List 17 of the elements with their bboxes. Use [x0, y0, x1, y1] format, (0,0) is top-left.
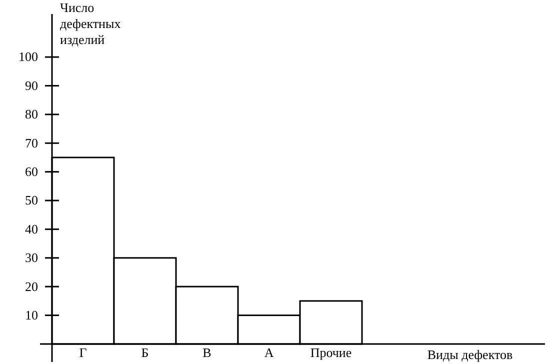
y-tick-label: 30	[25, 250, 38, 266]
y-tick-label: 50	[25, 192, 38, 208]
y-tick-label: 80	[25, 106, 38, 122]
y-tick-label: 100	[18, 49, 38, 64]
y-tick-label: 70	[25, 135, 38, 150]
y-tick-label: 60	[25, 164, 38, 179]
x-tick-label: Б	[141, 345, 149, 360]
y-tick-label: 40	[25, 221, 38, 236]
y-tick-label: 10	[25, 307, 38, 322]
text: Виды дефектов	[427, 347, 513, 362]
x-tick-label: Прочие	[310, 345, 352, 360]
y-tick-label: 90	[25, 78, 38, 93]
x-tick-label: А	[264, 345, 274, 360]
x-tick-label: В	[202, 345, 212, 360]
y-axis-title: Число дефектных изделий	[60, 0, 122, 47]
y-tick-label: 20	[25, 278, 38, 294]
x-tick-label: Г	[79, 345, 88, 360]
